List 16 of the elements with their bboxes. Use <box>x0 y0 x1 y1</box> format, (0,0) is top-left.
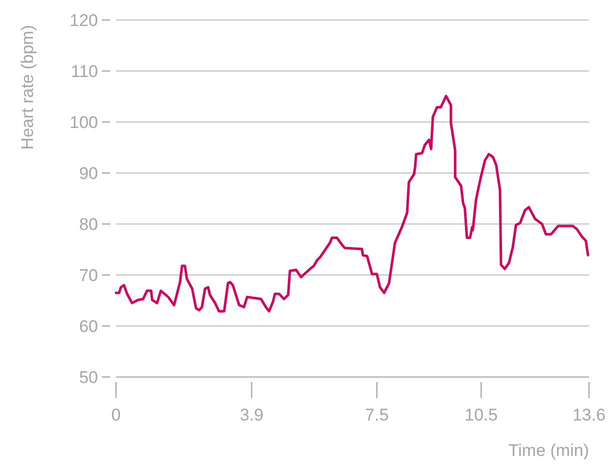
y-tick-label: 60 <box>79 316 98 336</box>
y-tick-label: 100 <box>70 112 98 132</box>
x-tick-label: 3.9 <box>240 406 264 425</box>
x-axis-title: Time (min) <box>508 441 589 460</box>
x-tick-label: 7.5 <box>365 406 389 425</box>
y-tick-label: 90 <box>79 164 98 183</box>
x-tick-label: 10.5 <box>464 406 498 425</box>
y-tick-label: 50 <box>79 368 98 387</box>
y-tick-label: 70 <box>79 266 98 285</box>
line-series <box>114 94 590 312</box>
y-tick-label: 80 <box>79 214 98 234</box>
y-tick-label: 110 <box>70 62 98 81</box>
x-tick-label: 13.6 <box>572 406 606 425</box>
y-tick-label: 120 <box>70 10 98 30</box>
y-axis-title: Heart rate (bpm) <box>18 25 37 150</box>
x-tick-label: 0 <box>111 406 121 425</box>
